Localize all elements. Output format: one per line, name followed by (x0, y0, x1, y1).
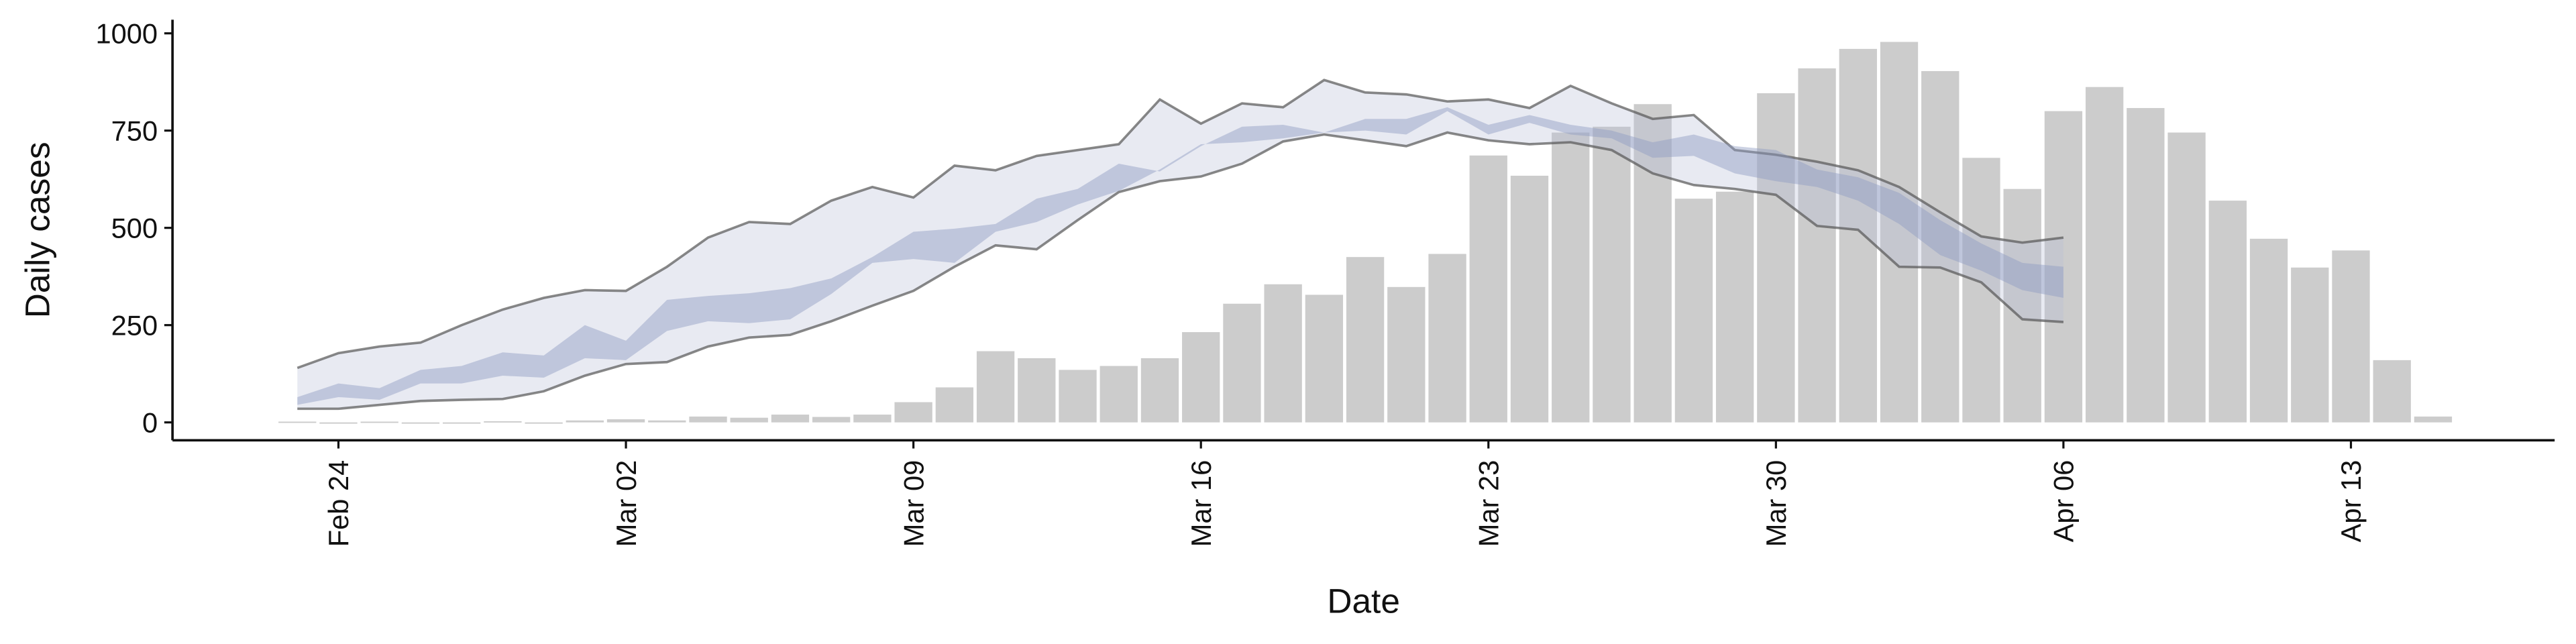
bar (1264, 284, 1302, 423)
y-tick-label: 750 (111, 115, 158, 146)
bar (2044, 111, 2083, 423)
bar (2414, 416, 2453, 423)
bar (2085, 87, 2124, 423)
bar (1715, 191, 1754, 423)
bar (730, 417, 768, 423)
bar (2249, 238, 2288, 423)
bar (853, 415, 892, 423)
bar (1059, 370, 1097, 423)
bar (771, 415, 810, 423)
x-tick-label: Mar 23 (1472, 460, 1504, 547)
bar (1593, 126, 1631, 423)
bar (360, 421, 398, 423)
bar (1510, 175, 1549, 423)
bar (1099, 366, 1138, 423)
bar (2208, 201, 2247, 423)
bar (606, 419, 645, 423)
bar (812, 417, 851, 423)
bar (566, 420, 604, 423)
bar (443, 422, 481, 424)
x-tick-label: Apr 06 (2048, 460, 2080, 543)
x-tick-label: Mar 30 (1760, 460, 1792, 547)
bar (484, 421, 522, 423)
bar (1962, 158, 2000, 423)
band-area (297, 107, 2063, 405)
x-tick-label: Apr 13 (2335, 460, 2367, 543)
bar (1921, 70, 1960, 423)
bar (648, 420, 686, 423)
bar (1387, 286, 1426, 423)
bar (1633, 104, 1672, 423)
bar (1469, 155, 1507, 423)
bar (525, 422, 563, 424)
y-tick-label: 0 (142, 407, 158, 438)
x-tick-label: Feb 24 (323, 460, 354, 547)
bar (976, 351, 1015, 423)
bar (1839, 48, 1877, 423)
bar (2127, 108, 2165, 423)
bar (2332, 250, 2370, 423)
bar (2291, 267, 2329, 423)
bar (1346, 257, 1385, 423)
bar (319, 422, 358, 424)
bar (401, 422, 440, 424)
y-axis-title: Daily cases (17, 142, 56, 318)
bar (1018, 358, 1056, 423)
bar (1674, 199, 1713, 423)
bar (1428, 254, 1466, 423)
bar (2373, 360, 2411, 423)
bar (689, 416, 727, 423)
x-tick-label: Mar 09 (898, 460, 929, 547)
x-tick-label: Mar 16 (1185, 460, 1217, 547)
band-edge (297, 78, 2064, 370)
x-tick-label: Mar 02 (610, 460, 642, 547)
bar (1880, 42, 1919, 423)
bar (1757, 93, 1795, 423)
y-tick-label: 250 (111, 309, 158, 341)
bar (1182, 332, 1220, 423)
x-axis-title: Date (1327, 581, 1400, 620)
bar (1223, 303, 1261, 423)
bar (2167, 132, 2206, 423)
bar (1552, 132, 1590, 423)
band-edge (297, 131, 2064, 411)
y-tick-label: 500 (111, 212, 158, 244)
bar (2003, 189, 2041, 423)
bar (894, 402, 932, 423)
bar (278, 421, 317, 423)
bar (935, 387, 974, 423)
band-area (297, 80, 2063, 409)
y-tick-label: 1000 (95, 17, 158, 49)
bar (1798, 68, 1836, 423)
bar (1140, 358, 1179, 423)
bar (1305, 294, 1344, 423)
